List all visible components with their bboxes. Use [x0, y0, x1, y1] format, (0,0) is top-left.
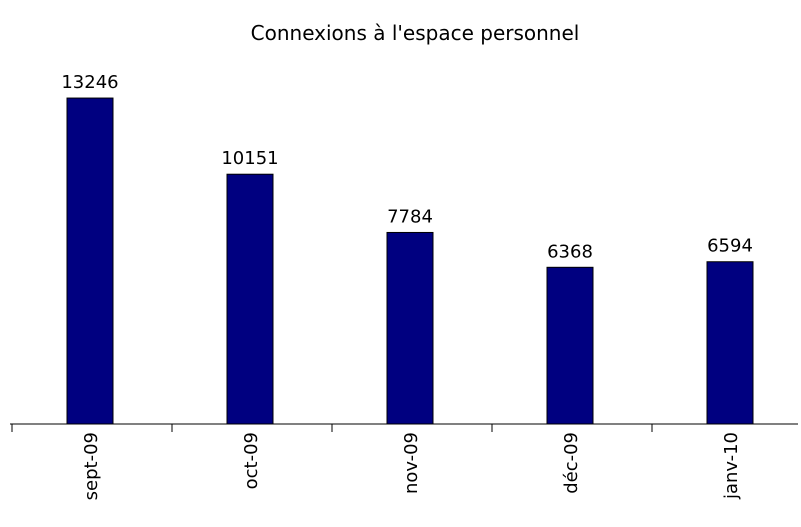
bar [226, 173, 274, 425]
data-label: 6368 [547, 241, 593, 262]
x-tick-label: déc-09 [561, 432, 582, 494]
data-label: 13246 [61, 72, 118, 93]
x-tick-label: oct-09 [241, 432, 262, 489]
x-tick-label: janv-10 [721, 432, 742, 500]
x-tick-label: nov-09 [401, 432, 422, 494]
data-label: 10151 [221, 148, 278, 169]
data-label: 7784 [387, 206, 433, 227]
chart-title: Connexions à l'espace personnel [251, 21, 580, 45]
bar [706, 261, 754, 425]
data-label: 6594 [707, 236, 753, 257]
bar [546, 266, 594, 425]
bar [386, 231, 434, 425]
x-tick-label: sept-09 [81, 432, 102, 500]
bar [66, 97, 114, 425]
